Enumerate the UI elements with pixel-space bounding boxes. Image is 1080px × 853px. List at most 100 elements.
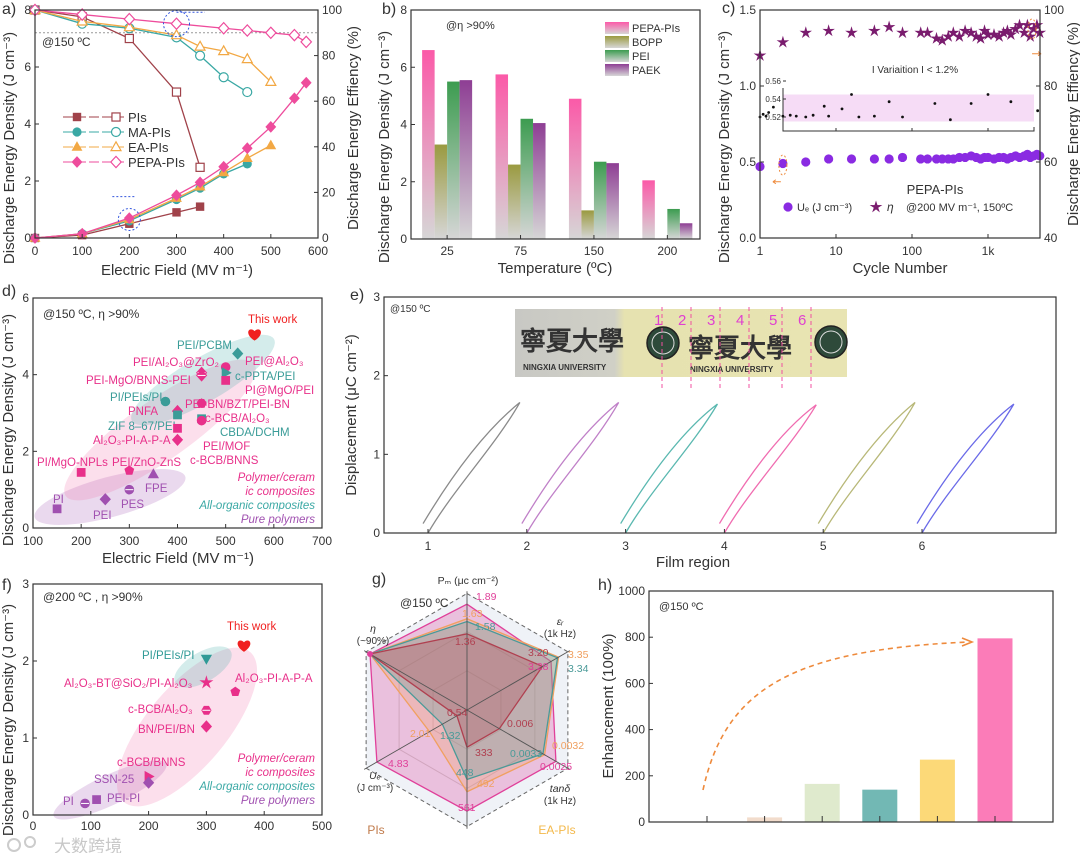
category-legend-label: ic composites: [245, 486, 315, 498]
inset-point: [771, 105, 775, 109]
point-label: This work: [248, 314, 297, 326]
energy-density-point: [922, 154, 933, 164]
inset-point: [840, 107, 844, 111]
y-tick-label: 2: [373, 369, 380, 383]
region-mark: 2: [678, 312, 686, 329]
category-legend-label: All-organic composites: [198, 500, 315, 512]
panel-g-radar: 1.89 3.28 0.0025 561 4.83 1.63 3.35 0.0032 492 2.…: [357, 575, 589, 837]
efficiency-point: [288, 28, 301, 42]
point-label: c-BCB/Al₂O₃: [128, 704, 193, 716]
x-tick-label: 5: [820, 539, 827, 553]
legend-label: @200 MV m⁻¹, 150ºC: [906, 202, 1013, 214]
x-tick-label: 600: [308, 244, 328, 258]
energy-density-line: [34, 163, 248, 239]
y-tick-label: 1.5: [739, 3, 756, 17]
y-tick-label: 2: [22, 444, 29, 458]
energy-density-point: [846, 154, 857, 164]
panel-f-comparison: This work PI/PEIs/PI Al₂O₃-BT@SiO₂/PI-Al₂O…: [0, 577, 332, 836]
radar-value-label: 0.0025: [540, 761, 572, 773]
point-label: PI: [63, 796, 74, 808]
trend-arrow: [702, 641, 969, 791]
efficiency-line: [34, 9, 272, 83]
radar-value-label: 0.54: [447, 707, 468, 719]
plot-frame: [759, 9, 1041, 239]
annotation: @150 ºC: [42, 35, 91, 49]
annotation: @150 ºC: [659, 601, 704, 613]
inset-point: [804, 115, 808, 119]
radar-value-label: 561: [458, 802, 476, 814]
x-tick-label: 100: [23, 534, 43, 548]
inset-point: [850, 93, 853, 96]
annotation: @150 ºC: [390, 304, 431, 315]
bar-paek: [606, 163, 619, 239]
efficiency-point: [799, 26, 812, 39]
data-point: [142, 776, 155, 789]
x-tick-label: 400: [167, 534, 187, 548]
point-label: PEI@Al₂O₃: [245, 356, 304, 368]
series-label: EA-PIs: [538, 823, 575, 837]
energy-density-point: [265, 139, 277, 150]
energy-density-point: [123, 212, 135, 224]
point-label: PI/MgO-NPLs: [37, 457, 108, 469]
point-label: PEI-PI: [107, 793, 140, 805]
panel-letter: b): [382, 1, 396, 18]
legend-marker-filled: [72, 112, 82, 122]
panel-e-film-regions: 寧夏大學 NINGXIA UNIVERSITY 寧夏大學 NINGXIA UNIVER…: [343, 290, 1057, 571]
plot-frame: [648, 590, 1054, 823]
arrow-left-icon: [772, 179, 781, 185]
efficiency-point: [300, 35, 313, 49]
point-label: PNFA: [128, 406, 158, 418]
radar-axis-label: Pₘ (μc cm⁻²): [438, 575, 499, 587]
point-label: PI@MgO/PEI: [245, 385, 314, 397]
category-region: [64, 359, 256, 501]
y-tick-label: 40: [1044, 231, 1058, 245]
watermark-logo-icon: [24, 836, 36, 848]
y-axis-label: Discharge Energy Density (J cm⁻³): [1, 32, 18, 264]
radar-value-label: 3.20: [528, 647, 549, 659]
photo-english-text: NINGXIA UNIVERSITY: [690, 365, 774, 374]
radar-value-label: 4.83: [388, 758, 409, 770]
annotation: @150 ºC: [400, 596, 449, 610]
category-legend-label: Pure polymers: [241, 795, 315, 807]
y-tick-label: 0: [24, 231, 31, 245]
efficiency-point: [217, 21, 230, 35]
inset-point: [761, 112, 765, 116]
energy-density-point: [218, 160, 230, 173]
y-tick-label: 60: [322, 94, 336, 108]
efficiency-point: [845, 26, 858, 39]
energy-density-point: [194, 176, 206, 189]
y-tick-label: 4: [22, 368, 29, 382]
x-tick-label: 500: [261, 244, 281, 258]
legend-marker-hollow: [111, 112, 121, 122]
data-point: [171, 433, 184, 446]
y-tick-label: 40: [322, 140, 336, 154]
point-label: PI: [53, 494, 64, 506]
data-point: [99, 493, 111, 506]
efficiency-point: [1021, 18, 1034, 31]
energy-density-point: [288, 92, 300, 105]
y-tick-label: 80: [322, 49, 336, 63]
y-tick-label: 0: [400, 232, 407, 246]
y-tick-label: 80: [1044, 79, 1058, 93]
data-point: [199, 675, 214, 689]
x-tick-label: 200: [657, 244, 677, 258]
efficiency-point: [1004, 28, 1018, 41]
point-label: This work: [227, 621, 276, 633]
photo-english-text: NINGXIA UNIVERSITY: [523, 363, 607, 372]
data-point: [147, 468, 160, 479]
x-tick-label: 25: [440, 244, 454, 258]
x-tick-label: 150: [584, 244, 604, 258]
x-tick-label: 200: [139, 819, 159, 833]
inset-axes: [782, 88, 1035, 132]
x-axis-label: Cycle Number: [852, 260, 947, 277]
y-axis-label: Displacement (μC cm⁻²): [343, 334, 360, 496]
category-legend-label: Polymer/ceram: [238, 753, 316, 765]
y-tick-label: 1: [373, 447, 380, 461]
y-axis-label: Discharge Energy Density (J cm⁻³): [716, 31, 733, 263]
data-point: [160, 396, 171, 407]
panel-letter: c): [722, 0, 735, 17]
hysteresis-loop: [718, 404, 817, 534]
efficiency-point: [170, 17, 183, 31]
point-label: c-BCB/BNNS: [117, 757, 186, 769]
legend-ue-marker: [783, 202, 793, 212]
